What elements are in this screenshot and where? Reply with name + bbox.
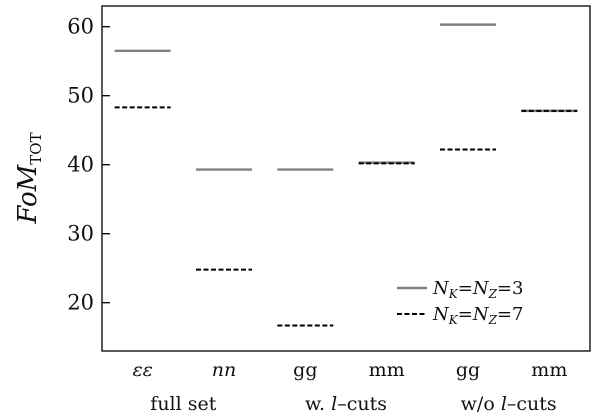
group-label-part: l (501, 393, 507, 415)
y-tick-label: 60 (67, 15, 94, 39)
group-label-part: –cuts (507, 393, 557, 415)
category-label: gg (456, 359, 480, 381)
category-label: nn (212, 359, 236, 381)
legend-label: NK=NZ=3 (432, 278, 523, 301)
legend-label-part: = (497, 278, 512, 299)
legend-label-part: 7 (512, 304, 523, 325)
legend-label-part: K (448, 313, 459, 327)
legend-label-part: N (472, 304, 490, 325)
category-label: mm (531, 359, 567, 381)
y-tick-label: 40 (67, 153, 94, 177)
y-tick-label: 20 (67, 291, 94, 315)
y-axis-label-main: FoM (13, 163, 43, 224)
category-label: gg (293, 359, 317, 381)
group-label-part: l (331, 393, 337, 415)
legend-label-part: = (458, 278, 473, 299)
legend: NK=NZ=3NK=NZ=7 (397, 278, 523, 327)
legend-label-part: K (448, 287, 459, 301)
legend-label-part: N (472, 278, 490, 299)
group-label-part: –cuts (337, 393, 387, 415)
legend-label-part: Z (488, 313, 498, 327)
y-axis: 20 30 40 50 60 (67, 15, 110, 315)
plot-frame (101, 5, 591, 352)
category-label: εε (132, 359, 152, 381)
legend-label-part: Z (488, 287, 498, 301)
legend-label-part: N (432, 304, 450, 325)
group-label-part: w/o (461, 393, 501, 415)
data-marks (114, 23, 578, 327)
legend-label-part: N (432, 278, 450, 299)
legend-label-part: 3 (512, 278, 523, 299)
y-tick-label: 50 (67, 84, 94, 108)
category-label: mm (369, 359, 405, 381)
y-tick-label: 30 (67, 222, 94, 246)
group-label: w. l–cuts (305, 393, 387, 415)
group-label: full set (150, 393, 216, 415)
group-label-part: w. (305, 393, 331, 415)
y-axis-label-sub: TOT (27, 132, 45, 164)
legend-label-part: = (458, 304, 473, 325)
y-axis-label: FoMTOT (13, 132, 45, 224)
legend-label-part: = (497, 304, 512, 325)
legend-label: NK=NZ=7 (432, 304, 523, 327)
group-label: w/o l–cuts (461, 393, 557, 415)
